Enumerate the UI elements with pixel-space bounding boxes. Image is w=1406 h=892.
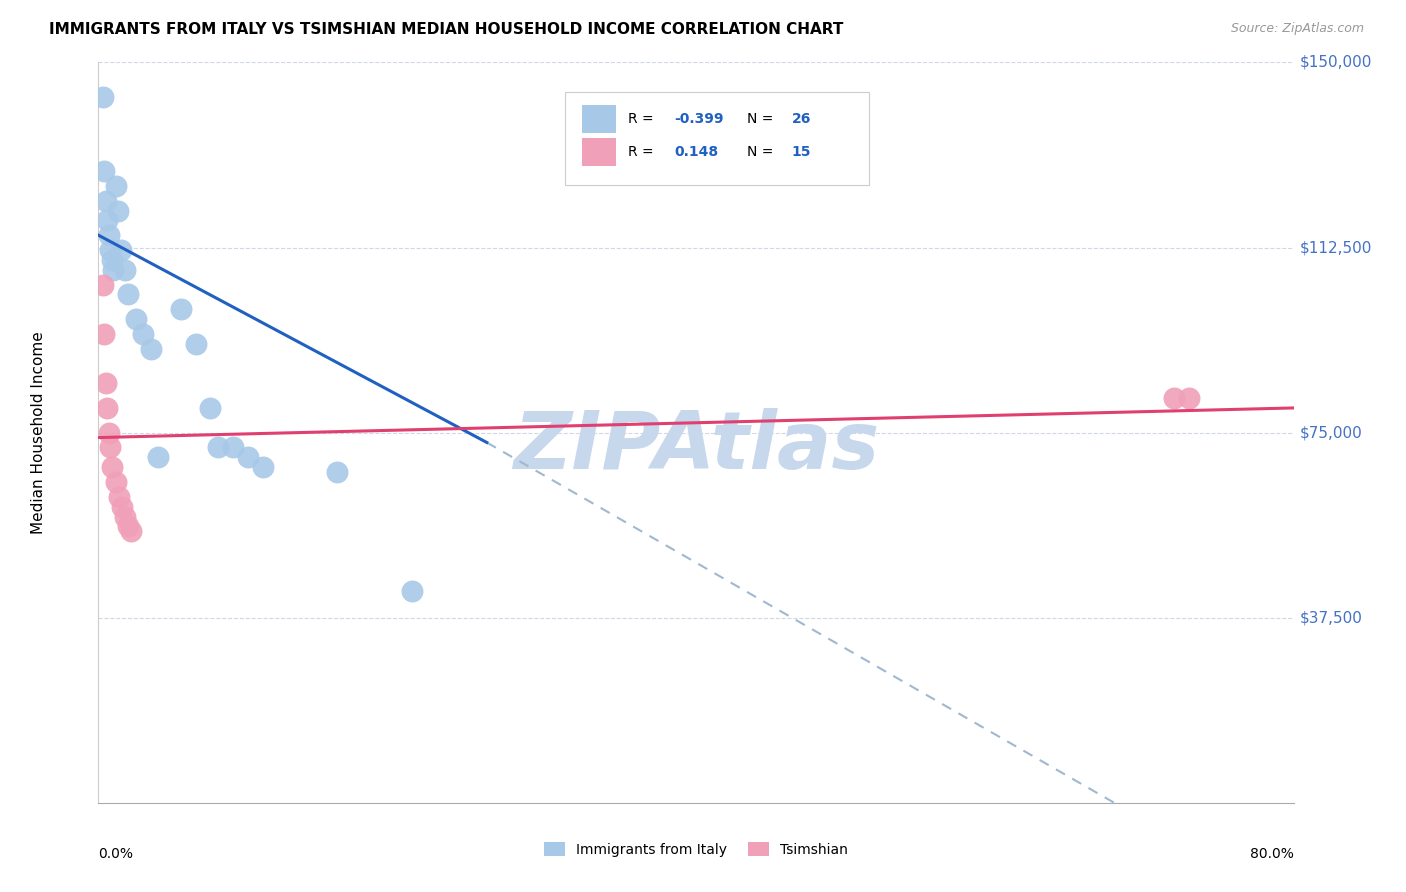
Bar [582, 138, 616, 166]
Point [91, 90, 114, 104]
Point [108, 490, 131, 504]
Text: Median Household Income: Median Household Income [31, 331, 46, 534]
Point [93, 164, 115, 178]
Point [200, 401, 222, 415]
Point [117, 287, 139, 301]
Point [125, 312, 148, 326]
Text: -0.399: -0.399 [675, 112, 724, 126]
Point [105, 475, 128, 489]
Legend: Immigrants from Italy, Tsimshian: Immigrants from Italy, Tsimshian [538, 837, 853, 863]
Text: ZIPAtlas: ZIPAtlas [513, 409, 879, 486]
Text: $37,500: $37,500 [1299, 610, 1362, 625]
Point [236, 450, 259, 465]
Text: IMMIGRANTS FROM ITALY VS TSIMSHIAN MEDIAN HOUSEHOLD INCOME CORRELATION CHART: IMMIGRANTS FROM ITALY VS TSIMSHIAN MEDIA… [49, 22, 844, 37]
Text: $150,000: $150,000 [1299, 55, 1372, 70]
Text: N =: N = [748, 112, 778, 126]
Point [139, 342, 162, 356]
Point [97, 425, 120, 440]
FancyBboxPatch shape [565, 92, 869, 185]
Point [96, 401, 118, 415]
Point [1163, 391, 1185, 405]
Point [91, 277, 114, 292]
Text: N =: N = [748, 145, 778, 159]
Point [114, 509, 136, 524]
Point [1178, 391, 1201, 405]
Point [132, 326, 155, 341]
Point [111, 500, 134, 514]
Text: $112,500: $112,500 [1299, 240, 1372, 255]
Point [96, 213, 118, 227]
Point [326, 465, 349, 479]
Point [101, 252, 124, 267]
Point [93, 326, 115, 341]
Text: 80.0%: 80.0% [1250, 847, 1294, 861]
Point [207, 441, 229, 455]
Point [252, 460, 274, 475]
Point [97, 228, 120, 243]
Point [107, 203, 129, 218]
Bar [582, 104, 616, 133]
Text: R =: R = [628, 112, 658, 126]
Point [94, 376, 117, 391]
Point [169, 302, 191, 317]
Point [222, 441, 245, 455]
Point [110, 243, 132, 257]
Text: 0.0%: 0.0% [98, 847, 134, 861]
Point [98, 441, 122, 455]
Point [117, 519, 139, 533]
Point [105, 178, 128, 193]
Point [101, 460, 124, 475]
Text: $75,000: $75,000 [1299, 425, 1362, 440]
Text: R =: R = [628, 145, 658, 159]
Text: 26: 26 [792, 112, 811, 126]
Text: Source: ZipAtlas.com: Source: ZipAtlas.com [1230, 22, 1364, 36]
Text: 15: 15 [792, 145, 811, 159]
Point [94, 194, 117, 208]
Point [184, 336, 207, 351]
Point [401, 583, 423, 598]
Point [120, 524, 142, 539]
Point [114, 262, 136, 277]
Point [148, 450, 170, 465]
Point [103, 262, 125, 277]
Text: 0.148: 0.148 [675, 145, 718, 159]
Point [98, 243, 122, 257]
